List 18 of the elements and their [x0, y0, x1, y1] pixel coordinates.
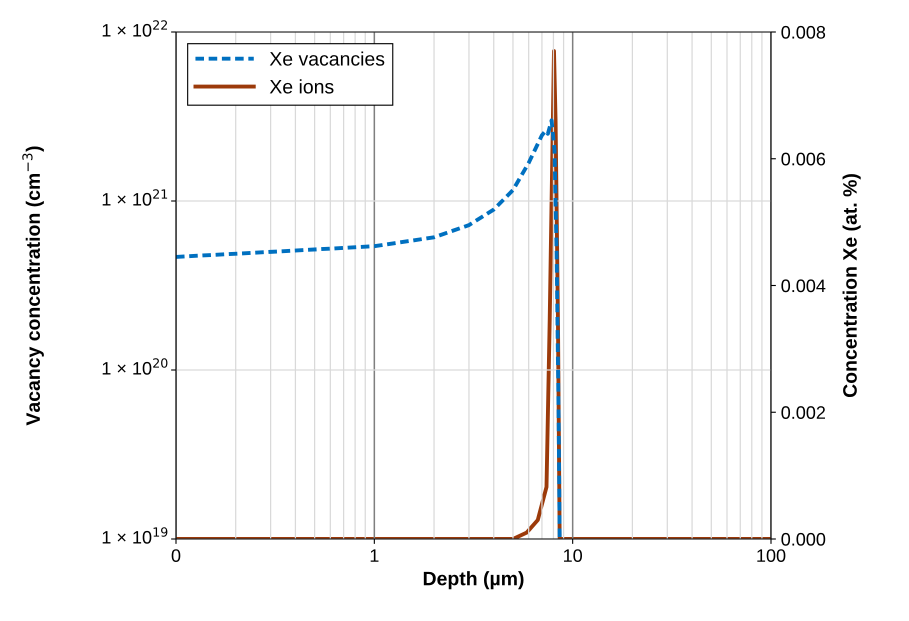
y-tick-label: 1 × 10$^{22}$: [102, 20, 168, 37]
y2-tick-label: 0.008: [781, 26, 826, 39]
y2-tick-label: 0.002: [781, 406, 825, 419]
y2-tick-label: 0.000: [781, 532, 826, 546]
y2-tick-label: 0.004: [781, 279, 826, 292]
y2-axis-title: Concentration Xe (at. %): [842, 174, 861, 398]
y-tick-label: 1 × 10$^{21}$: [102, 189, 168, 206]
y-axis-title: Vacancy concentration (cm$^{−3}$): [22, 146, 44, 426]
x-tick-label: 10: [564, 549, 582, 562]
y-tick-label: 1 × 10$^{19}$: [102, 527, 168, 544]
y2-tick-label: 0.006: [781, 152, 826, 166]
legend-label: Xe vacancies: [270, 51, 384, 66]
x-tick-label: 1: [370, 549, 378, 562]
x-tick-label: 0: [172, 549, 180, 562]
x-tick-label: 100: [757, 549, 786, 562]
legend-label: Xe ions: [270, 79, 334, 94]
y-tick-label: 1 × 10$^{20}$: [102, 358, 168, 375]
x-axis-title: Depth (µm): [424, 571, 524, 590]
